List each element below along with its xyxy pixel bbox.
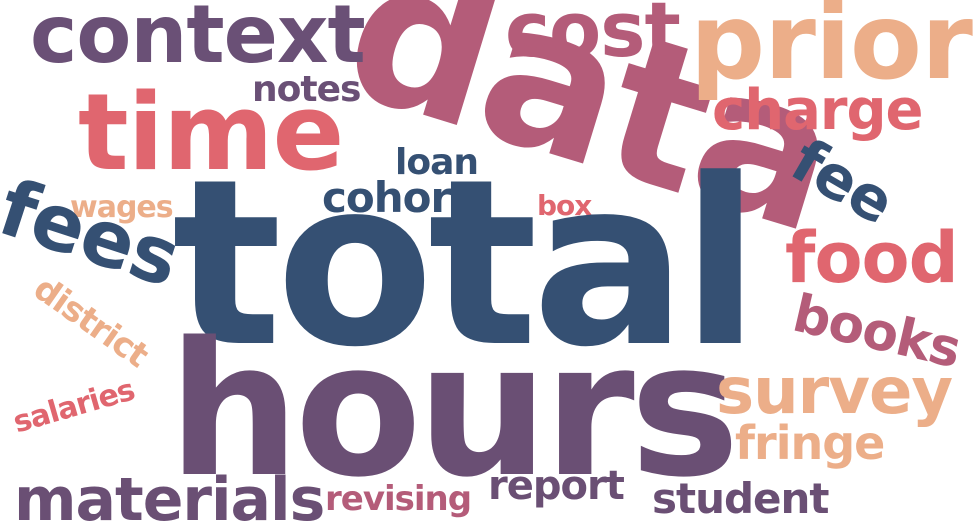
word-box: box xyxy=(537,189,592,222)
word-food: food xyxy=(785,217,959,299)
word-revising: revising xyxy=(325,479,472,519)
word-hours: hours xyxy=(168,302,740,518)
word-loan: loan xyxy=(395,142,479,183)
word-materials: materials xyxy=(14,465,325,528)
word-charge: charge xyxy=(712,78,924,143)
word-prior: prior xyxy=(690,0,973,103)
word-student: student xyxy=(652,474,830,523)
word-time: time xyxy=(78,71,344,194)
word-fringe: fringe xyxy=(735,416,885,470)
word-wages: wages xyxy=(70,190,174,225)
word-context: context xyxy=(30,0,366,81)
word-cost: cost xyxy=(505,0,681,74)
word-salaries: salaries xyxy=(9,372,139,441)
word-total: total xyxy=(172,131,760,398)
word-survey: survey xyxy=(716,355,953,429)
word-cohort: cohort xyxy=(322,173,470,222)
word-notes: notes xyxy=(252,69,361,110)
word-report: report xyxy=(488,463,625,509)
